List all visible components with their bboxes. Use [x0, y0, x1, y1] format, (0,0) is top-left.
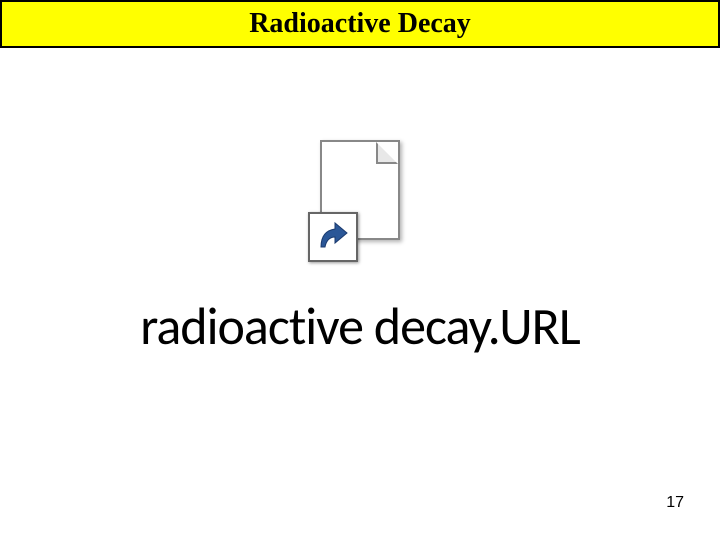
shortcut-arrow-badge	[308, 212, 358, 262]
page-fold-icon	[376, 142, 398, 164]
url-shortcut-file-icon[interactable]	[300, 140, 420, 280]
page-number: 17	[666, 494, 684, 512]
content-area: radioactive decay.URL	[0, 140, 720, 352]
file-label: radioactive decay.URL	[140, 300, 579, 352]
shortcut-arrow-icon	[315, 219, 351, 255]
title-bar: Radioactive Decay	[0, 0, 720, 48]
slide-title: Radioactive Decay	[249, 8, 471, 40]
